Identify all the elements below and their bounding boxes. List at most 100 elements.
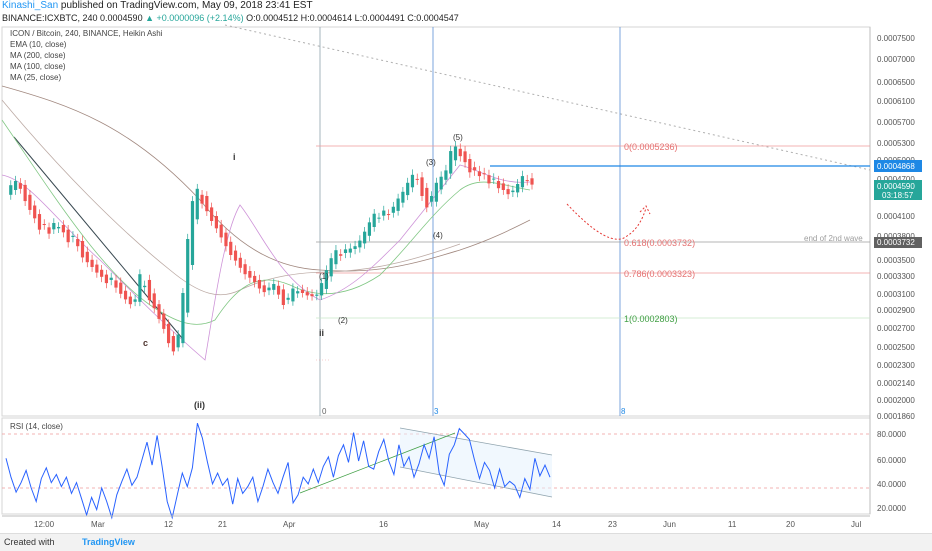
candle-body [458,148,462,157]
ohlc-values: O:0.0004512 H:0.0004614 L:0.0004491 C:0.… [246,13,459,23]
candle-body [406,182,410,196]
candle-body [310,294,314,297]
candle-body [300,289,305,293]
candle-body [109,277,113,280]
price-tick: 0.0004100 [877,212,915,221]
footer-created: Created with [4,537,55,547]
legend-ma100[interactable]: MA (100, close) [10,62,66,71]
candle-body [214,216,218,229]
candle-body [291,288,295,302]
candle-body [339,254,343,256]
legend-ma200[interactable]: MA (200, close) [10,51,66,60]
candle-body [425,187,429,208]
time-tick: 20 [786,520,795,529]
candles-layer [9,141,534,356]
candle-body [133,299,137,302]
candle-body [224,232,228,247]
legend-ma25[interactable]: MA (25, close) [10,73,62,82]
annotation-end-2nd-wave: end of 2nd wave [804,234,863,243]
candle-body [511,190,515,193]
candle-body [195,188,199,220]
candle-body [348,248,352,253]
candle-body [468,159,472,173]
last-price-text: 0.0004590 [877,182,915,191]
candle-body [329,258,333,277]
tradingview-logo[interactable]: TradingView [82,537,135,547]
publish-header: Kinashi_San published on TradingView.com… [2,0,313,11]
time-tick: Jul [851,520,861,529]
candle-body [276,285,281,295]
fib-label-0: 0(0.0005236) [624,142,678,152]
candle-body [23,184,27,202]
price-tick: 0.0003500 [877,256,915,265]
dotted-trendline [224,24,871,171]
candle-body [477,171,481,177]
candle-body [334,250,338,265]
wave-label-ii-minor: (ii) [194,400,205,410]
candle-body [453,146,458,161]
price-tick: 0.0001860 [877,412,915,421]
candle-body [95,264,99,273]
candle-body [353,246,357,249]
candle-body [123,290,128,300]
wave-label-2: (2) [338,316,348,325]
price-tick: 0.0003100 [877,290,915,299]
price-tick: 0.0006500 [877,78,915,87]
candle-body [358,240,362,248]
rsi-tick: 80.0000 [877,430,906,439]
price-tick: 0.0004700 [877,175,915,184]
chart-canvas[interactable]: c i (ii) ii (1) (2) (3) (4) (5) 0 3 8 0(… [0,0,932,533]
candle-body [401,191,405,203]
price-tick: 0.0006100 [877,97,915,106]
moving-averages [1,85,531,361]
candle-body [229,241,233,255]
candle-body [219,224,223,238]
candle-body [13,181,18,190]
price-tick: 0.0002900 [877,306,915,315]
candle-body [410,174,415,188]
candle-body [85,251,89,263]
wave-label-i: i [233,152,236,162]
time-tick: May [474,520,489,529]
ma200-line [1,85,531,272]
rsi-legend[interactable]: RSI (14, close) [10,422,63,431]
wave-labels: c i (ii) ii (1) (2) (3) (4) (5) 0 3 8 0(… [143,133,863,416]
candle-body [61,225,65,233]
legend-ema10[interactable]: EMA (10, close) [10,40,67,49]
time-tick: 11 [728,520,737,529]
candle-body [152,293,156,309]
projection-arrow-head [639,205,651,215]
candle-body [257,279,262,289]
wave-label-3: (3) [426,158,436,167]
rsi-tick: 60.0000 [877,456,906,465]
candle-body [181,293,185,344]
candle-body [272,284,276,290]
author-link[interactable]: Kinashi_San [2,0,59,11]
rsi-channel-bottom [399,466,553,498]
candle-body [166,323,171,344]
time-tick: 12 [164,520,173,529]
fib-price-badge [874,237,922,248]
candle-body [238,257,242,268]
price-tick: 0.0003800 [877,232,915,241]
candle-body [281,289,285,305]
time-tick: Mar [91,520,105,529]
candle-body [253,275,257,283]
time-axis: 12:00 Mar 12 21 Apr 16 May 14 23 Jun 11 … [2,515,870,529]
candle-body [205,196,209,212]
candle-body [162,313,166,329]
candle-body [463,151,467,163]
candle-body [176,334,180,348]
price-tick: 0.0002300 [877,361,915,370]
candle-body [100,269,104,277]
cycle-label-8: 8 [621,407,626,416]
candle-body [415,178,419,180]
candle-body [90,259,94,267]
candle-body [396,198,400,211]
candle-body [143,285,147,288]
fib-label-618: 0.618(0.0003732) [624,238,695,248]
rsi-channel-fill [400,428,552,497]
candle-body [114,280,118,288]
candle-body [386,214,391,216]
